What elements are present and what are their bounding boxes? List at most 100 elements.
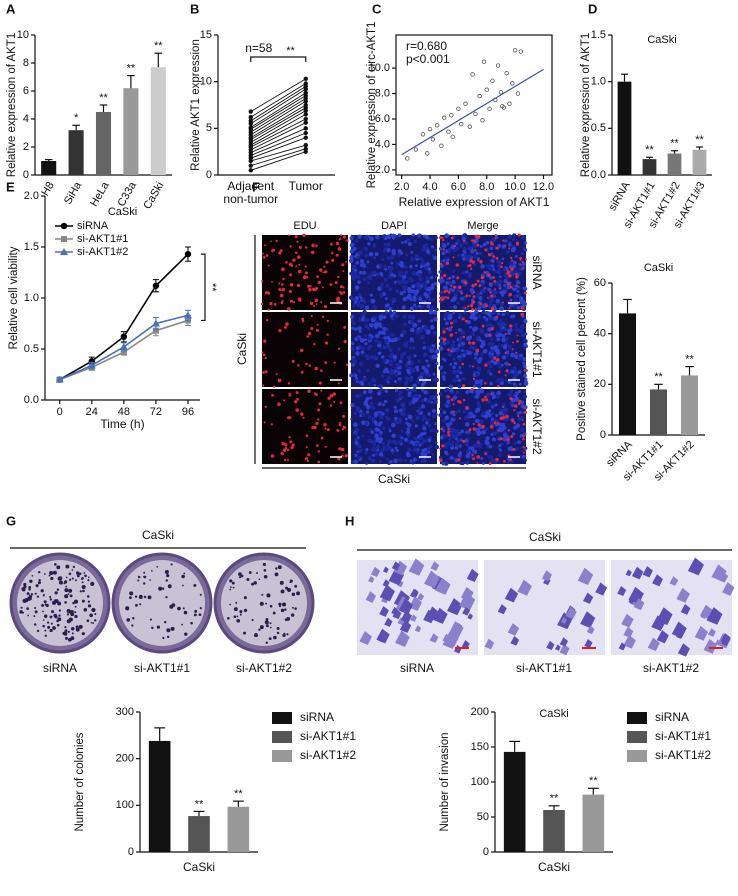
nucleus [438, 246, 443, 251]
nucleus [492, 239, 497, 243]
nucleus [427, 418, 431, 422]
stain [447, 348, 450, 352]
stain [521, 268, 523, 271]
nucleus [394, 409, 399, 414]
colony [294, 584, 298, 588]
stain [512, 448, 516, 451]
stain [485, 398, 489, 402]
nucleus [460, 330, 465, 335]
nucleus [490, 348, 495, 354]
stain [518, 399, 522, 403]
stain [295, 408, 299, 412]
marker [119, 342, 128, 350]
stain [283, 458, 287, 462]
stain [450, 350, 453, 353]
y-tick-label: 150 [471, 741, 489, 753]
bar [227, 806, 250, 852]
colony [34, 607, 37, 610]
colony [143, 575, 145, 578]
nucleus [449, 388, 454, 393]
nucleus [380, 282, 384, 286]
stain [466, 304, 470, 308]
stain [326, 333, 329, 337]
nucleus [457, 339, 462, 344]
y-tick-label: 8.0 [375, 87, 390, 99]
nucleus [515, 447, 520, 451]
nucleus [462, 353, 466, 358]
nucleus [395, 262, 400, 266]
colony [199, 606, 202, 610]
colony [63, 632, 68, 636]
significance: ** [99, 92, 108, 104]
nucleus [429, 444, 433, 449]
colony [31, 574, 34, 577]
nucleus [421, 248, 425, 252]
pair-line [250, 148, 306, 167]
nucleus [494, 270, 499, 274]
nucleus [512, 382, 516, 386]
stain [473, 239, 476, 243]
nucleus [377, 343, 382, 348]
nucleus [368, 344, 373, 348]
nucleus [422, 345, 427, 350]
stain [452, 256, 455, 259]
point [481, 59, 487, 64]
nucleus [427, 423, 432, 428]
nucleus [409, 257, 415, 262]
stain [306, 335, 309, 338]
legend-swatch [272, 712, 292, 724]
colony [164, 621, 167, 624]
nucleus [470, 311, 476, 317]
nucleus [376, 448, 380, 452]
nucleus [364, 253, 369, 258]
nucleus [492, 289, 498, 295]
nucleus [432, 372, 436, 376]
nucleus [450, 456, 454, 460]
nucleus [351, 363, 355, 367]
nucleus [512, 233, 517, 238]
stain [260, 302, 264, 306]
pair-line [250, 92, 306, 128]
legend-label: si-AKT1#2 [655, 748, 711, 762]
pair-line [250, 137, 306, 159]
stain [302, 416, 305, 419]
nucleus [382, 249, 386, 253]
nucleus [379, 421, 383, 424]
nucleus [446, 424, 451, 428]
nucleus [487, 413, 492, 418]
nucleus [397, 253, 401, 257]
nucleus [421, 259, 425, 264]
stain [289, 283, 294, 287]
stain [304, 271, 308, 275]
colony [258, 578, 261, 580]
nucleus [432, 347, 436, 351]
stain [329, 404, 333, 407]
stain [450, 236, 454, 240]
x-tick-label: SiHa [62, 179, 85, 206]
nucleus [386, 416, 391, 422]
nucleus [351, 341, 355, 346]
colony-plate [213, 552, 315, 654]
nucleus [365, 368, 370, 373]
nucleus [468, 411, 473, 416]
nucleus [378, 433, 383, 438]
cell [647, 637, 660, 652]
nucleus [461, 306, 465, 310]
stain [320, 301, 323, 303]
cell [656, 630, 669, 644]
point [303, 108, 308, 113]
stain [284, 443, 288, 447]
y-axis-label: Number of invasion [439, 732, 451, 831]
colony [229, 588, 232, 591]
bracket [250, 56, 307, 62]
significance: ** [550, 793, 559, 805]
nucleus [496, 321, 501, 326]
colony [44, 634, 47, 637]
significance: ** [127, 63, 136, 75]
nucleus [422, 431, 427, 436]
stain [285, 322, 289, 326]
point [439, 143, 444, 148]
stain [295, 265, 298, 268]
nucleus [520, 333, 526, 338]
colony [20, 606, 23, 609]
